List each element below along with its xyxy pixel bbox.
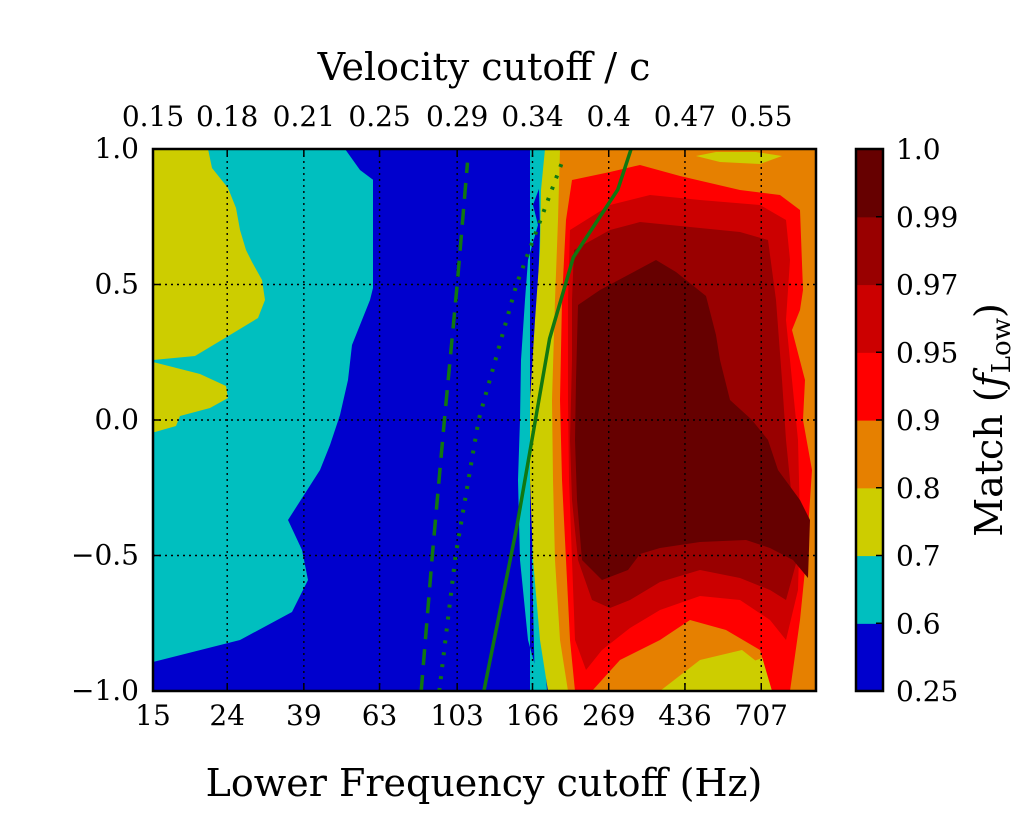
top-tick-label: 0.15 — [122, 100, 184, 133]
top-axis-label: Velocity cutoff / c — [317, 45, 651, 89]
colorbar-tick-label: 0.6 — [896, 607, 941, 640]
overlay-lines — [419, 149, 633, 691]
colorbar-tick-label: 0.25 — [896, 675, 958, 708]
region-orange-top-right — [696, 152, 782, 164]
colorbar-segment — [856, 149, 883, 218]
region-yellow-island — [153, 362, 228, 432]
x-tick-label: 63 — [362, 699, 398, 732]
x-tick-label: 166 — [506, 699, 559, 732]
colorbar-tick-label: 0.8 — [896, 472, 941, 505]
x-tick-label: 269 — [582, 699, 635, 732]
top-tick-label: 0.55 — [730, 100, 792, 133]
colorbar-tick-label: 0.95 — [896, 336, 958, 369]
x-tick-label: 39 — [286, 699, 322, 732]
x-tick-label: 15 — [135, 699, 171, 732]
x-tick-label: 436 — [658, 699, 711, 732]
contour-fills — [153, 149, 816, 691]
region-blue-mid — [153, 149, 532, 691]
colorbar-segment — [856, 623, 883, 692]
colorbar-segment — [856, 420, 883, 489]
colorbar-segment — [856, 216, 883, 286]
x-tick-label: 707 — [735, 699, 788, 732]
overlay-line-solid — [482, 149, 633, 691]
y-tick-label: −0.5 — [71, 539, 139, 572]
colorbar: 0.25 0.6 0.7 0.8 0.9 0.95 0.97 0.99 1.0 — [854, 133, 958, 708]
top-tick-label: 0.18 — [196, 100, 258, 133]
top-tick-label: 0.25 — [348, 100, 410, 133]
region-darkest-core — [575, 260, 810, 580]
colorbar-segment — [856, 555, 883, 624]
y-tick-label: −1.0 — [71, 674, 139, 707]
colorbar-segment — [856, 487, 883, 557]
colorbar-tick-label: 0.97 — [896, 269, 958, 302]
y-tick-label: 0.5 — [94, 268, 139, 301]
colorbar-segment — [856, 352, 883, 421]
y-tick-label: 0.0 — [94, 403, 139, 436]
overlay-line-dotted — [437, 161, 564, 691]
gridlines — [153, 149, 816, 691]
colorbar-tick-label: 0.9 — [896, 404, 941, 437]
top-tick-label: 0.34 — [501, 100, 563, 133]
x-tick-label: 103 — [430, 699, 483, 732]
y-ticks: 1.0 0.5 0.0 −0.5 −1.0 — [71, 132, 161, 707]
x-tick-label: 24 — [209, 699, 245, 732]
top-tick-label: 0.47 — [654, 100, 716, 133]
top-tick-label: 0.21 — [273, 100, 335, 133]
x-axis-label: Lower Frequency cutoff (Hz) — [206, 761, 763, 805]
top-ticks: 0.15 0.18 0.21 0.25 0.29 0.34 0.4 0.47 0.55 — [122, 100, 792, 157]
colorbar-tick-label: 0.99 — [896, 201, 958, 234]
region-yellow-left — [153, 149, 265, 360]
colorbar-segment — [856, 284, 883, 353]
region-cyan-band — [518, 149, 545, 691]
x-ticks: 15 24 39 63 103 166 269 436 707 — [135, 683, 788, 732]
y-tick-label: 1.0 — [94, 132, 139, 165]
overlay-line-dashed — [419, 162, 470, 691]
colorbar-label: Match (fLow) — [967, 303, 1017, 537]
colorbar-tick-label: 1.0 — [896, 133, 941, 166]
top-tick-label: 0.29 — [426, 100, 488, 133]
top-tick-label: 0.4 — [586, 100, 631, 133]
colorbar-tick-label: 0.7 — [896, 540, 941, 573]
